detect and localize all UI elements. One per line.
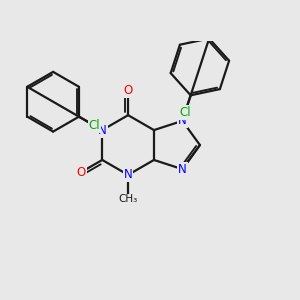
- Text: N: N: [178, 114, 187, 128]
- Text: O: O: [124, 84, 133, 97]
- Text: CH₃: CH₃: [118, 194, 138, 204]
- Text: N: N: [124, 168, 133, 182]
- Text: Cl: Cl: [89, 119, 100, 132]
- Text: Cl: Cl: [179, 106, 191, 119]
- Text: N: N: [178, 163, 187, 176]
- Text: N: N: [98, 124, 106, 136]
- Text: O: O: [76, 166, 86, 179]
